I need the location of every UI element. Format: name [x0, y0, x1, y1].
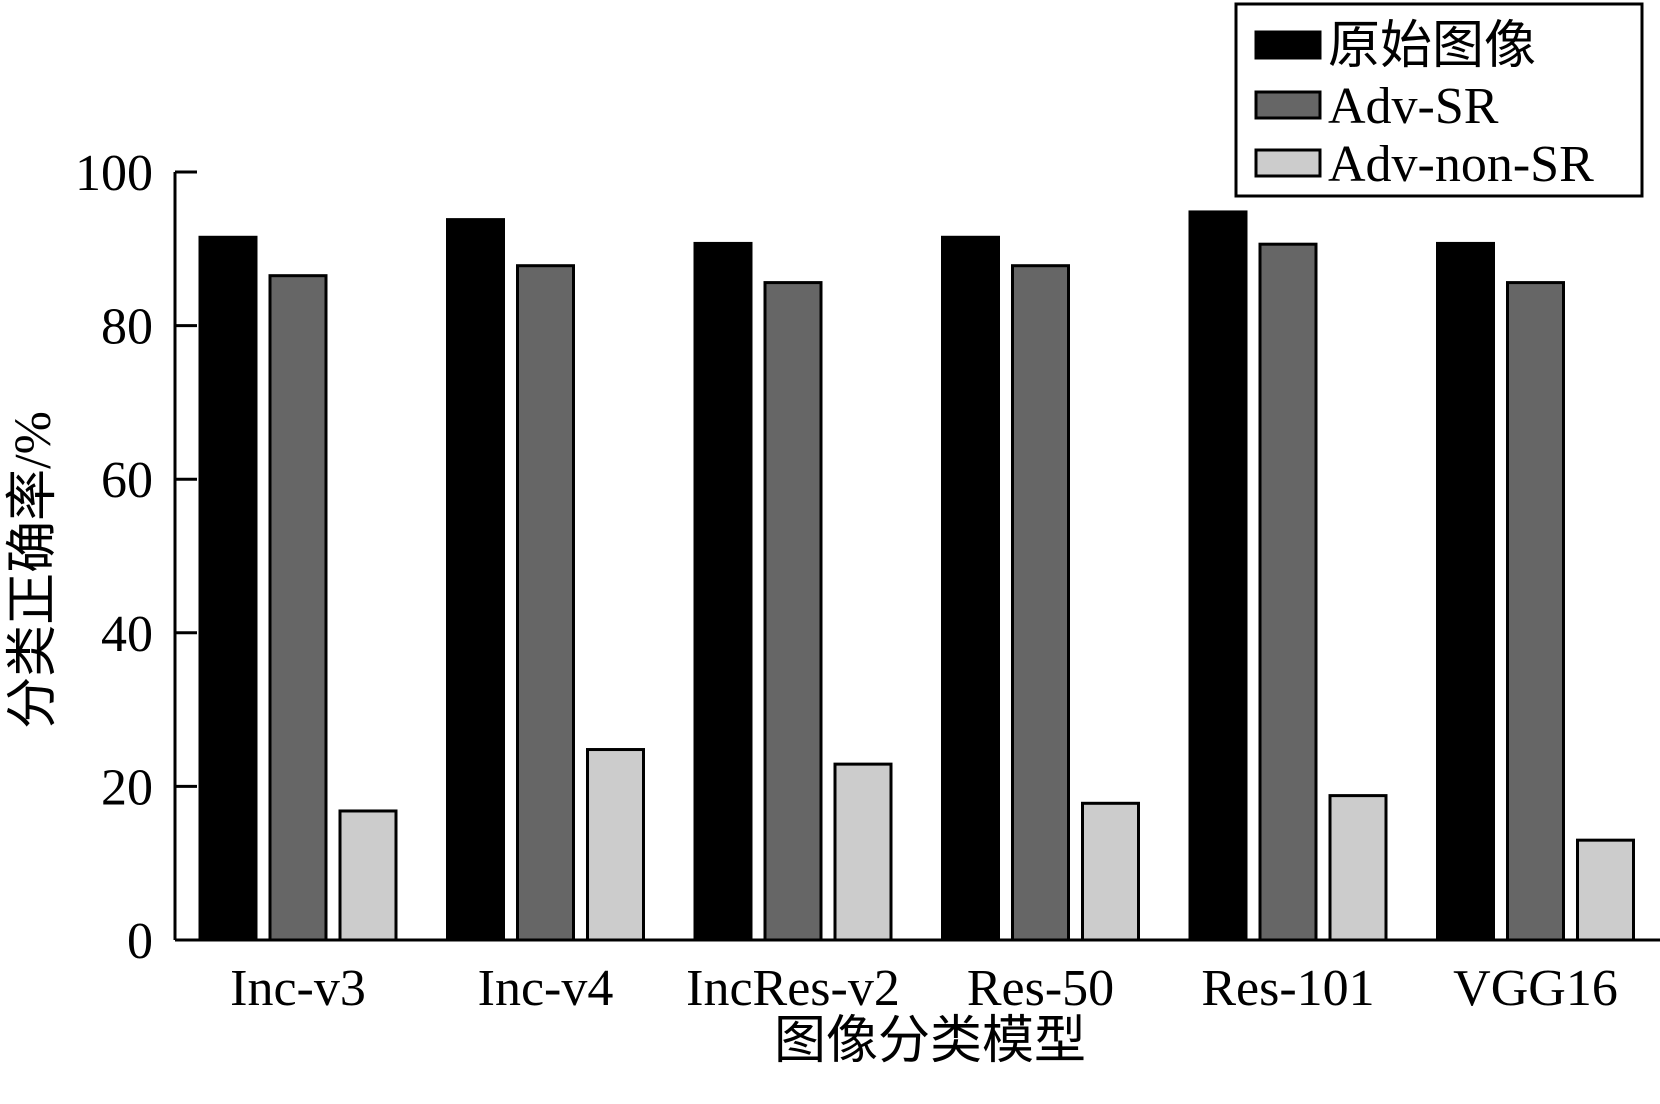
y-ticks: 0 20 40 60 80 100 — [75, 145, 197, 970]
bar — [1258, 242, 1318, 942]
axes — [173, 172, 1660, 942]
bar — [693, 241, 753, 942]
legend-label: Adv-SR — [1328, 78, 1499, 135]
bar — [1328, 794, 1388, 942]
bar — [1011, 264, 1070, 942]
legend-swatch — [1254, 90, 1322, 120]
x-tick-label: Res-101 — [1201, 960, 1374, 1017]
bar — [1081, 801, 1140, 942]
bar — [833, 762, 893, 942]
bar — [586, 748, 645, 942]
bar — [338, 809, 398, 942]
bar — [1188, 210, 1248, 942]
bar — [446, 218, 505, 942]
y-tick-label: 60 — [101, 452, 153, 509]
bar-group — [198, 210, 1635, 942]
legend-label: 原始图像 — [1328, 18, 1536, 75]
y-tick-label: 100 — [75, 145, 153, 202]
bar — [1576, 838, 1635, 942]
x-tick-label: VGG16 — [1453, 960, 1618, 1017]
x-tick-label: Inc-v3 — [230, 960, 366, 1017]
bar — [1506, 281, 1565, 942]
y-tick-label: 20 — [101, 759, 153, 816]
legend-swatch — [1254, 30, 1322, 60]
bar — [941, 235, 1000, 942]
y-tick-label: 80 — [101, 299, 153, 356]
y-tick-label: 40 — [101, 606, 153, 663]
x-axis-title: 图像分类模型 — [774, 1013, 1086, 1070]
x-tick-label: Inc-v4 — [478, 960, 614, 1017]
bar — [268, 274, 328, 942]
legend-label: Adv-non-SR — [1328, 136, 1594, 193]
x-tick-label: Res-50 — [967, 960, 1114, 1017]
y-axis-title: 分类正确率/% — [5, 411, 62, 729]
x-tick-label: IncRes-v2 — [686, 960, 900, 1017]
bar — [1436, 241, 1495, 942]
bar — [763, 281, 823, 942]
x-tick-labels: Inc-v3 Inc-v4 IncRes-v2 Res-50 Res-101 VGG16 — [230, 960, 1618, 1017]
bar — [516, 264, 575, 942]
bar — [198, 235, 258, 942]
legend-swatch — [1254, 148, 1322, 178]
y-tick-label: 0 — [127, 913, 153, 970]
